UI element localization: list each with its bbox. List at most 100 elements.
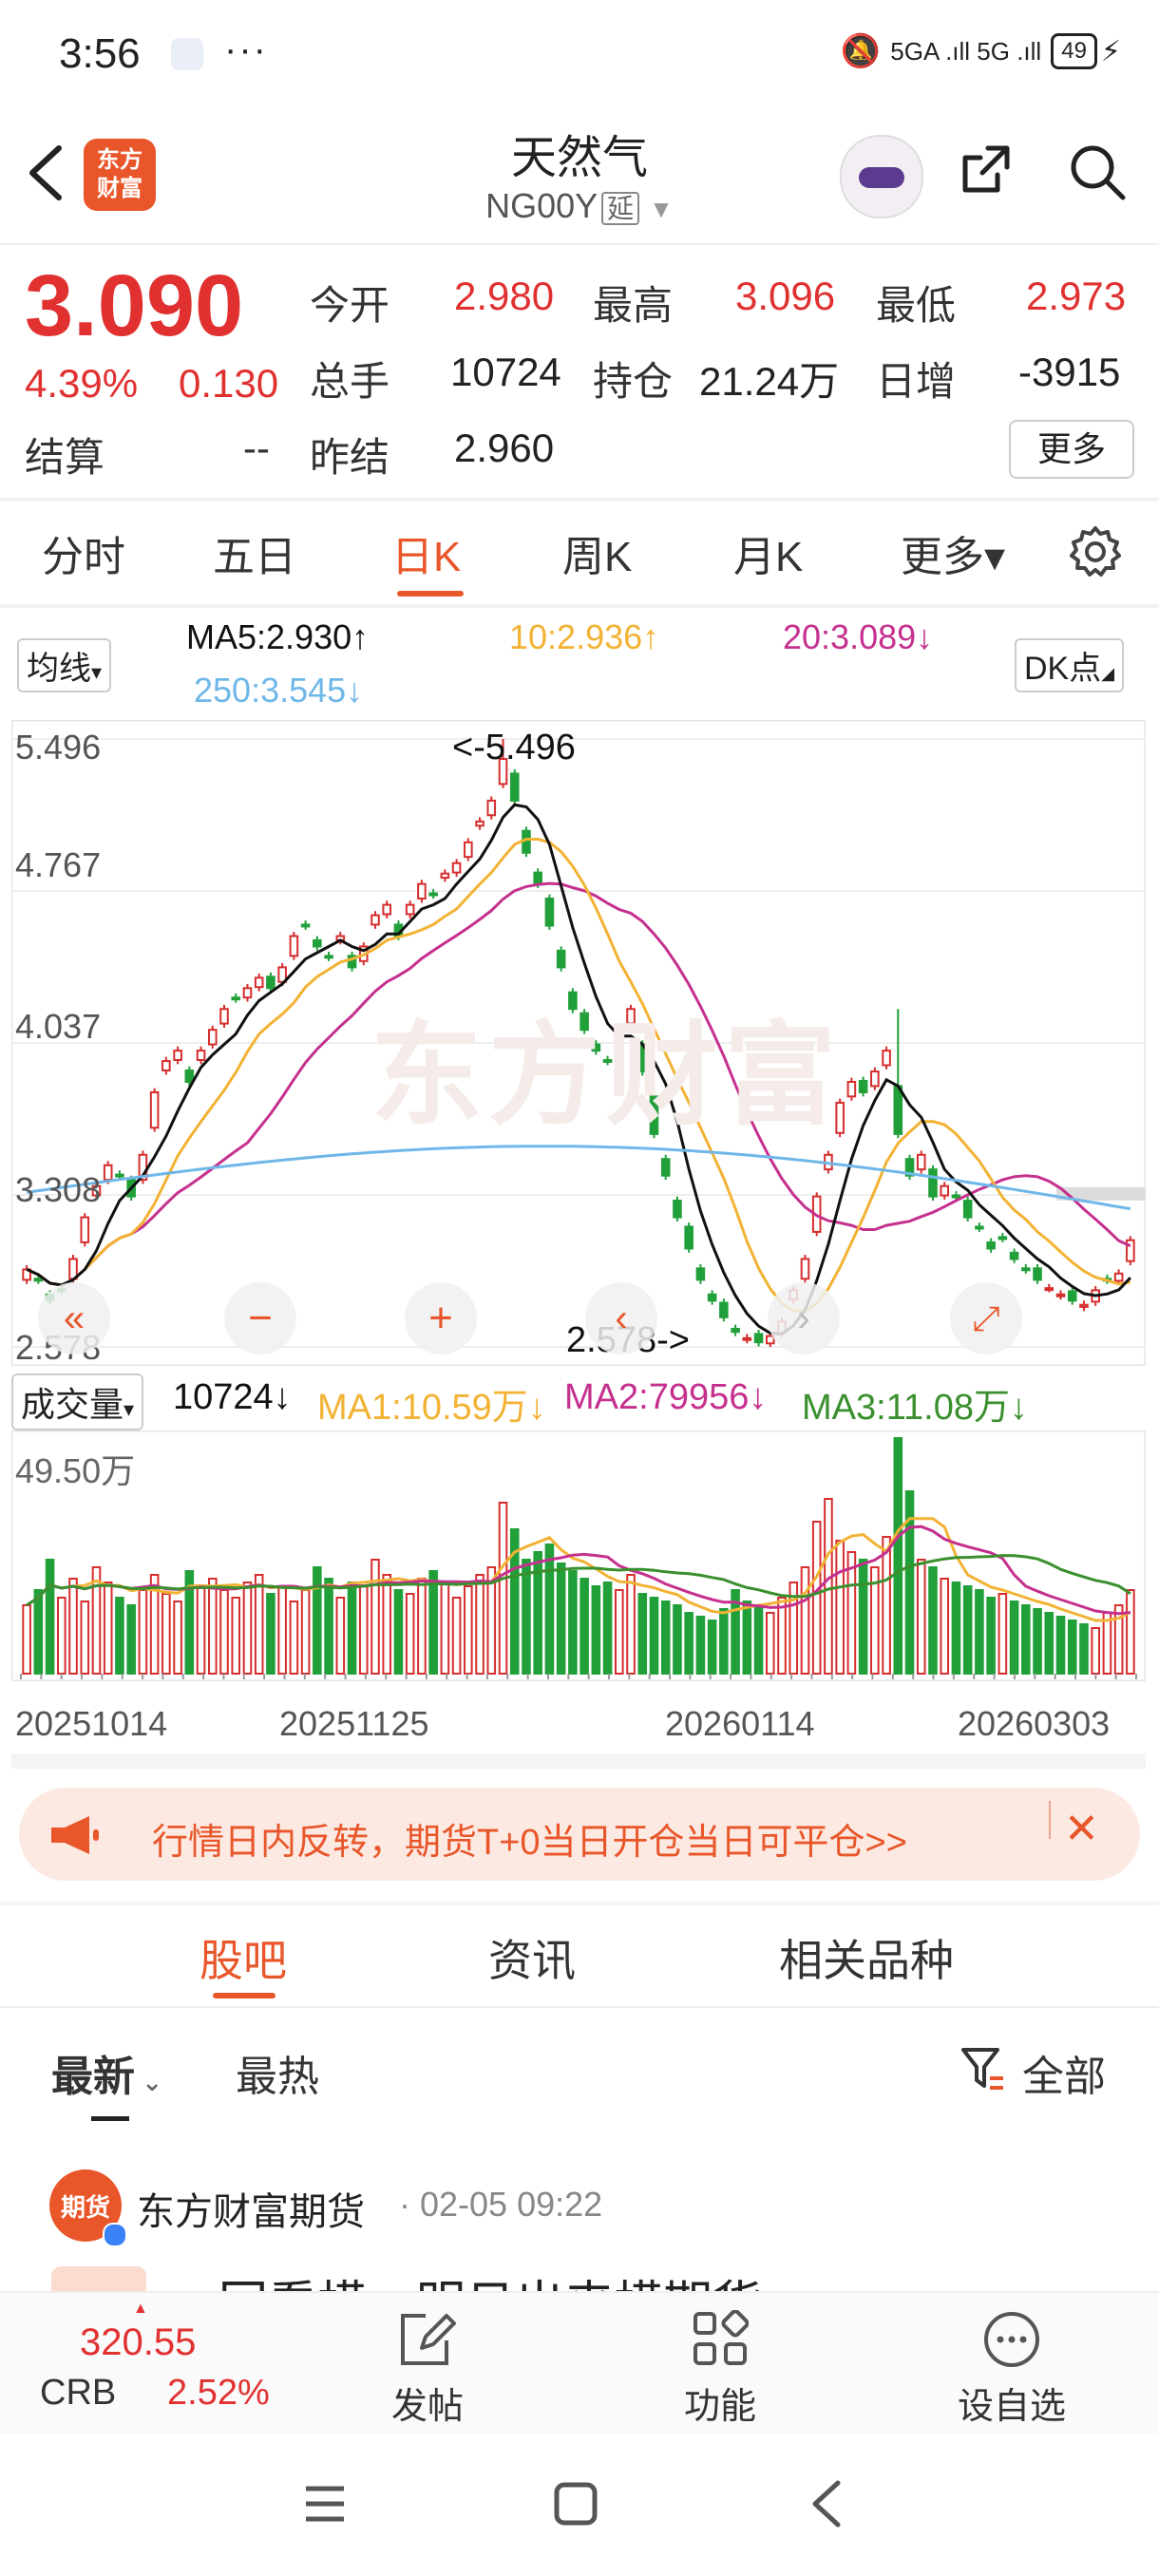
indicator-select[interactable]: 均线▾ (17, 638, 112, 692)
volume-chart[interactable] (11, 1430, 1146, 1681)
volume-bar (313, 1566, 322, 1675)
daily-inc-label: 日增 (876, 359, 957, 404)
promo-text[interactable]: 行情日内反转，期货T+0当日开仓当日可平仓>> (152, 1823, 907, 1863)
candle (149, 1090, 160, 1129)
volume-bar (893, 1437, 903, 1675)
more-icon[interactable] (982, 2310, 1041, 2369)
volume-bar (440, 1582, 450, 1675)
edit-icon[interactable] (397, 2310, 458, 2369)
volume-bar (916, 1559, 926, 1675)
volume-indicator-select[interactable]: 成交量▾ (11, 1373, 144, 1430)
tab-news[interactable]: 资讯 (488, 1936, 576, 1985)
candle (556, 949, 566, 969)
filter-icon[interactable] (960, 2044, 1005, 2093)
crb-value[interactable]: 320.55 (80, 2321, 197, 2363)
tab-more[interactable]: 更多▾ (901, 534, 1006, 580)
menu-icon[interactable] (302, 2483, 348, 2525)
volume-bar (126, 1604, 136, 1675)
post-author[interactable]: 东方财富期货 (137, 2191, 365, 2233)
back-icon[interactable] (25, 142, 66, 203)
volume-bar (149, 1574, 160, 1675)
volume-bar (1126, 1589, 1135, 1675)
volume-bar (811, 1521, 822, 1675)
dk-point-button[interactable]: DK点◢ (1015, 638, 1125, 692)
share-icon[interactable] (960, 142, 1013, 196)
candle (300, 923, 311, 928)
ma20-label: 20:3.089↓ (783, 617, 934, 656)
x-tick-2: 20251125 (279, 1704, 429, 1743)
tab-forum[interactable]: 股吧 (200, 1936, 287, 1985)
volume-bar (33, 1589, 44, 1675)
candle (591, 1043, 601, 1052)
volume-bar (602, 1582, 613, 1675)
zoom-out-button[interactable]: − (224, 1282, 296, 1354)
prev-button[interactable]: ‹ (585, 1282, 657, 1354)
candle (800, 1258, 810, 1280)
back-nav-icon[interactable] (809, 2479, 844, 2529)
search-icon[interactable] (1068, 142, 1127, 201)
volume-bar (277, 1585, 287, 1675)
post-preview[interactable]: 回看横一明日出来横期货 (49, 2257, 1151, 2291)
volume-bar (335, 1597, 346, 1675)
candle (1055, 1293, 1066, 1297)
gear-icon[interactable] (1068, 524, 1123, 579)
next-button[interactable]: › (768, 1282, 840, 1354)
volume-bar (464, 1585, 473, 1675)
fullscreen-icon[interactable]: ⤢ (950, 1282, 1022, 1354)
price-marker (1056, 1186, 1146, 1201)
volume-bar (1091, 1627, 1100, 1675)
volume-bar (928, 1566, 938, 1675)
tab-five-day[interactable]: 五日 (213, 534, 296, 580)
candle (509, 772, 520, 802)
sort-latest[interactable]: 最新 ⌄ (51, 2054, 163, 2100)
tab-daily-k[interactable]: 日K (391, 534, 462, 580)
assistant-avatar[interactable] (840, 135, 923, 218)
status-right: 🔕 5GA .ıll 5G .ıll 49 ⚡ (841, 32, 1121, 70)
ma20-line (26, 881, 1131, 1287)
grid-icon[interactable] (692, 2310, 749, 2367)
close-icon[interactable]: ✕ (1064, 1806, 1099, 1852)
sort-indicator (91, 2116, 129, 2121)
candle (731, 1327, 740, 1334)
filter-all[interactable]: 全部 (1022, 2054, 1106, 2100)
candle (544, 898, 555, 927)
tab-intraday[interactable]: 分时 (42, 534, 125, 580)
home-icon[interactable] (553, 2481, 598, 2527)
volume-bar (300, 1589, 311, 1675)
tab-monthly-k[interactable]: 月K (733, 534, 804, 580)
post-tag (51, 2266, 146, 2291)
volume-bar (219, 1589, 229, 1675)
volume-bar (940, 1578, 950, 1675)
volume-bar (1055, 1616, 1066, 1675)
promo-banner[interactable] (19, 1788, 1140, 1881)
nav-add-watchlist[interactable]: 设自选 (958, 2387, 1067, 2427)
kline-chart[interactable] (11, 720, 1146, 1366)
candle (91, 1184, 102, 1197)
contract-code[interactable]: NG00Y 延 ▼ (0, 186, 1159, 226)
change-value: 0.130 (179, 361, 279, 406)
tab-weekly-k[interactable]: 周K (562, 534, 633, 580)
candle (266, 975, 276, 990)
volume-bar (184, 1570, 195, 1675)
tab-related[interactable]: 相关品种 (779, 1936, 954, 1985)
volume-bar (975, 1589, 984, 1675)
volume-bar (231, 1597, 241, 1675)
zoom-in-button[interactable]: + (405, 1282, 477, 1354)
prev-settle-value: 2.960 (454, 426, 555, 470)
candle (370, 914, 380, 926)
candle (998, 1236, 1008, 1241)
x-tick-4: 20260303 (958, 1704, 1111, 1743)
volume-bar (207, 1578, 218, 1675)
scroll-left-button[interactable]: « (38, 1282, 110, 1354)
ma5-line (26, 803, 1131, 1335)
volume-bar (393, 1589, 404, 1675)
nav-post[interactable]: 发帖 (391, 2387, 465, 2427)
crb-pct: 2.52% (167, 2373, 270, 2413)
crb-label: CRB (40, 2373, 117, 2413)
volume-bar (173, 1601, 182, 1675)
sort-hot[interactable]: 最热 (236, 2054, 319, 2100)
more-button[interactable]: 更多 (1009, 420, 1134, 479)
candle (1021, 1267, 1031, 1272)
nav-function[interactable]: 功能 (684, 2387, 757, 2427)
divider (0, 498, 1159, 502)
